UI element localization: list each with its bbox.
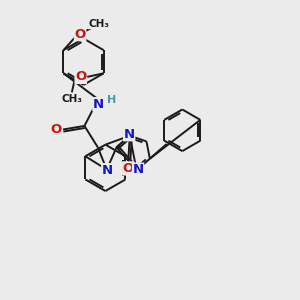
Text: O: O xyxy=(74,28,86,40)
Text: O: O xyxy=(75,70,86,83)
Text: N: N xyxy=(93,98,104,111)
Text: O: O xyxy=(123,162,134,175)
Text: CH₃: CH₃ xyxy=(88,19,109,29)
Text: O: O xyxy=(50,123,62,136)
Text: CH₃: CH₃ xyxy=(61,94,82,104)
Text: H: H xyxy=(106,95,116,105)
Text: N: N xyxy=(102,164,113,177)
Text: N: N xyxy=(124,128,135,141)
Text: N: N xyxy=(133,163,144,176)
